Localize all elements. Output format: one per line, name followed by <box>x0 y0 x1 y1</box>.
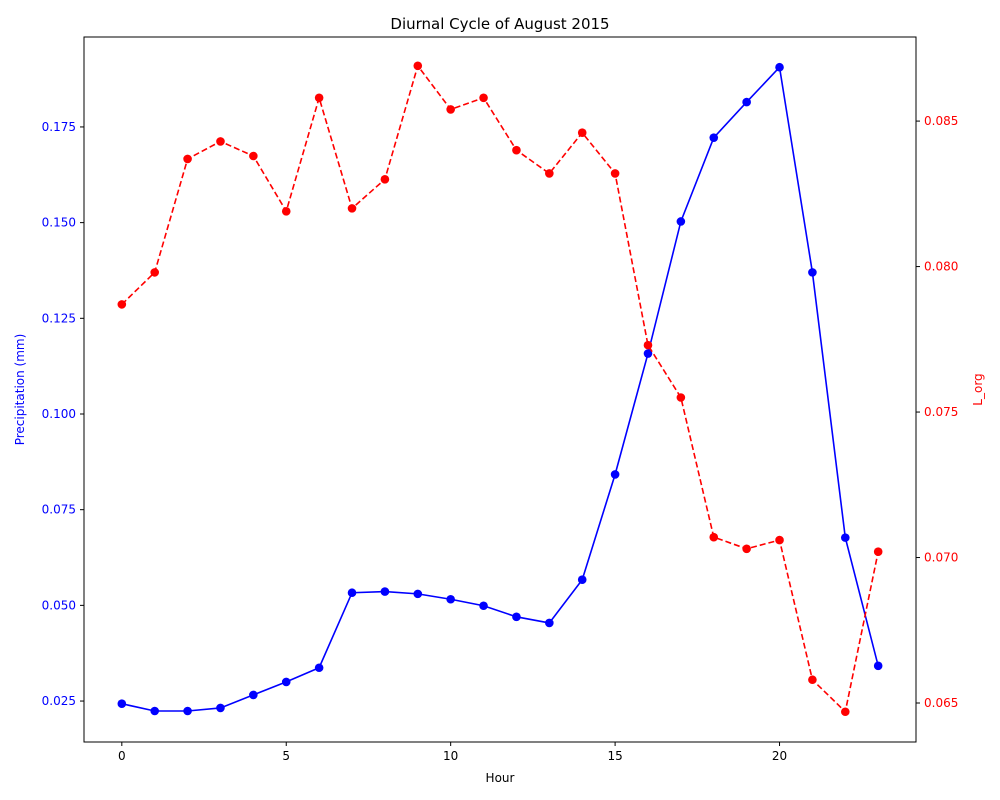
data-point-right <box>314 93 324 103</box>
data-point-right <box>281 206 291 216</box>
y-left-tick-label: 0.100 <box>42 407 76 421</box>
x-tick-label: 15 <box>607 749 622 763</box>
data-point-right <box>446 105 455 114</box>
data-point-left <box>840 533 850 542</box>
data-point-left <box>150 706 160 716</box>
data-point-left <box>709 133 719 142</box>
data-point-left <box>183 706 192 716</box>
x-tick-label: 5 <box>282 749 290 763</box>
x-tick-label: 10 <box>443 749 458 763</box>
data-point-left <box>347 588 357 598</box>
data-point-left <box>281 677 291 687</box>
data-point-right <box>380 174 390 184</box>
x-axis-label: Hour <box>486 771 515 785</box>
y-left-tick-label: 0.075 <box>42 503 76 517</box>
data-point-right <box>150 268 160 277</box>
data-point-right <box>413 61 423 71</box>
data-point-right <box>577 128 587 138</box>
data-point-right <box>676 393 686 402</box>
data-point-right <box>808 675 817 685</box>
chart-title: Diurnal Cycle of August 2015 <box>390 15 609 33</box>
y-left-tick-label: 0.050 <box>42 598 76 612</box>
x-tick-label: 0 <box>118 749 126 763</box>
data-point-left <box>742 97 751 107</box>
data-point-right <box>347 204 357 213</box>
data-point-right <box>742 544 751 554</box>
y-right-tick-label: 0.070 <box>924 551 958 565</box>
data-point-left <box>117 699 127 709</box>
data-point-right <box>512 145 521 155</box>
data-point-right <box>249 151 258 161</box>
y-left-tick-label: 0.175 <box>42 120 76 134</box>
y-axis-left-label: Precipitation (mm) <box>13 334 27 446</box>
data-point-right <box>840 707 850 717</box>
data-point-left <box>610 470 620 479</box>
y-right-tick-label: 0.080 <box>924 260 958 274</box>
data-point-left <box>643 349 653 358</box>
data-point-left <box>577 575 587 585</box>
y-left-tick-label: 0.125 <box>42 311 76 325</box>
data-point-right <box>643 340 653 350</box>
y-axis-right: 0.065 0.070 0.075 0.080 0.085 <box>916 114 958 710</box>
data-point-left <box>413 589 423 599</box>
y-axis-left: 0.025 0.050 0.075 0.100 0.125 0.150 0.175 <box>42 120 84 708</box>
data-point-left <box>314 663 324 673</box>
y-right-tick-label: 0.075 <box>924 405 958 419</box>
series-line-left <box>121 65 879 712</box>
data-point-left <box>873 661 883 671</box>
data-point-left <box>446 594 455 604</box>
y-left-tick-label: 0.025 <box>42 694 76 708</box>
data-point-left <box>676 217 686 226</box>
data-point-right <box>216 137 225 146</box>
data-point-left <box>545 618 554 628</box>
data-point-right <box>709 532 719 542</box>
y-right-tick-label: 0.085 <box>924 114 958 128</box>
data-point-right <box>117 300 127 309</box>
data-point-left <box>479 601 488 611</box>
x-axis: 0 5 10 15 20 <box>118 742 787 763</box>
axes-frame <box>83 36 917 743</box>
data-point-left <box>380 587 390 596</box>
data-point-right <box>873 547 883 557</box>
data-point-left <box>512 612 521 622</box>
series-line-right <box>121 64 879 714</box>
y-left-tick-label: 0.150 <box>42 216 76 230</box>
data-point-left <box>808 268 817 277</box>
x-tick-label: 20 <box>772 749 787 763</box>
data-point-right <box>610 169 620 178</box>
y-axis-right-label: L_org <box>971 373 985 405</box>
data-point-left <box>249 690 258 700</box>
data-point-right <box>479 93 488 103</box>
data-point-left <box>775 62 784 72</box>
series-left <box>117 62 883 716</box>
data-point-right <box>545 169 554 178</box>
data-point-right <box>775 535 784 545</box>
data-point-right <box>183 154 192 164</box>
series-right <box>117 61 883 717</box>
plot-area <box>117 61 883 717</box>
data-point-left <box>216 703 225 713</box>
y-right-tick-label: 0.065 <box>924 696 958 710</box>
